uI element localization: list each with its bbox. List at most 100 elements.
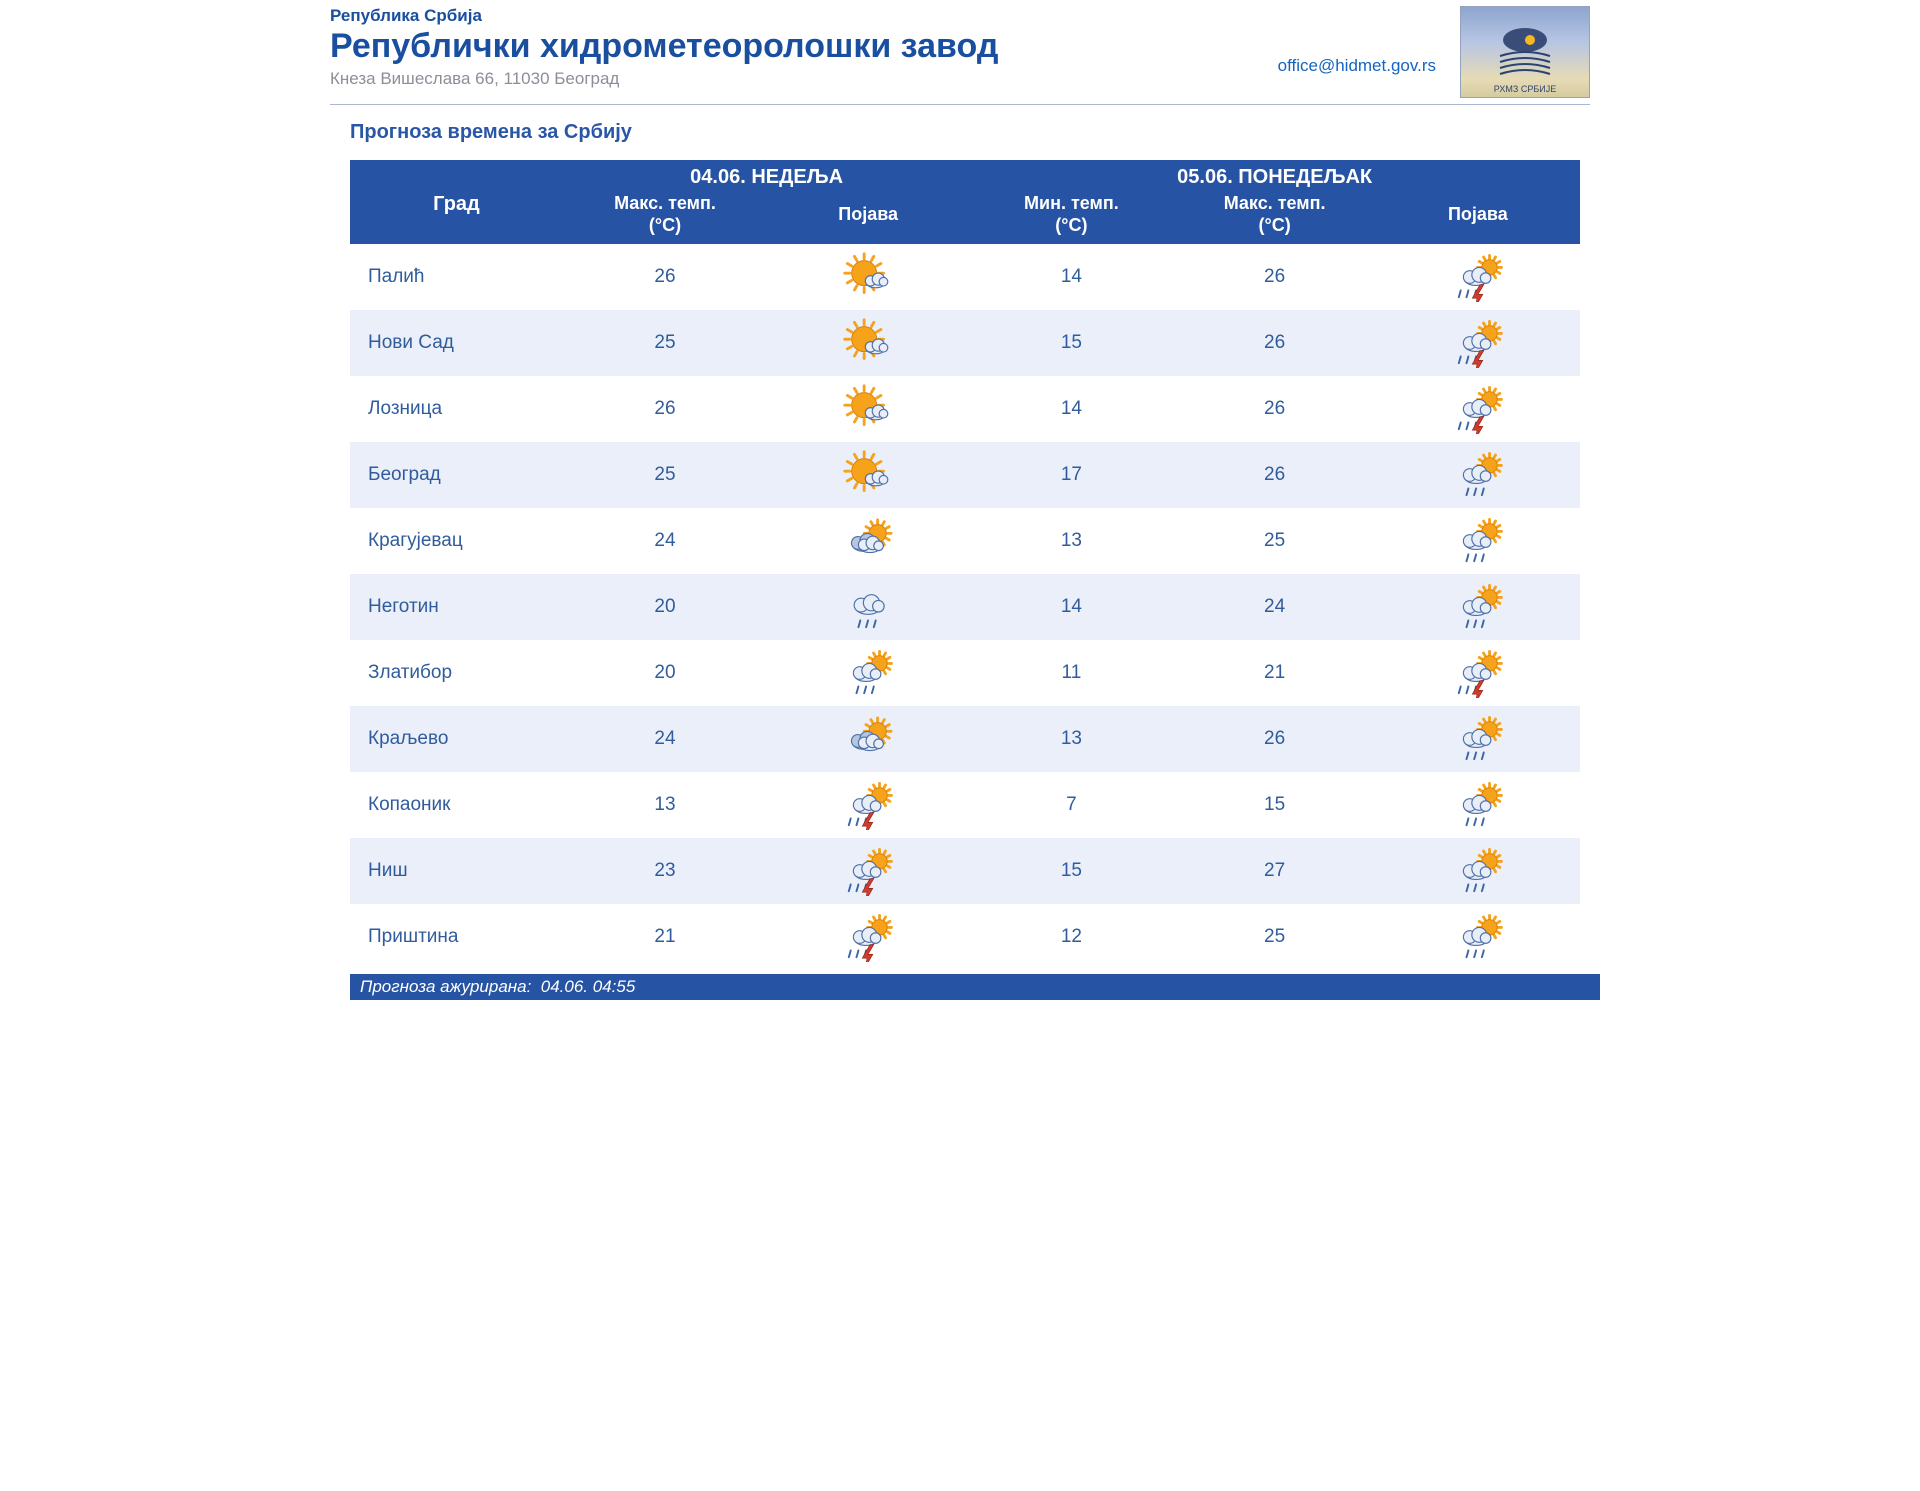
table-row: Нови Сад 25 15 26 (350, 310, 1580, 376)
table-row: Ниш 23 15 27 (350, 838, 1580, 904)
table-row: Палић 26 14 26 (350, 244, 1580, 310)
city-name: Златибор (350, 640, 563, 706)
page-root: Република Србија Републички хидрометеоро… (320, 0, 1600, 1000)
d1-max-temp: 25 (563, 310, 766, 376)
col-header-city: Град (350, 160, 563, 244)
table-row: Краљево 24 13 26 (350, 706, 1580, 772)
d2-min-temp: 7 (970, 772, 1173, 838)
city-name: Приштина (350, 904, 563, 970)
table-row: Неготин 20 14 24 (350, 574, 1580, 640)
city-name: Краљево (350, 706, 563, 772)
d1-max-temp: 25 (563, 442, 766, 508)
table-row: Крагујевац 24 13 25 (350, 508, 1580, 574)
d2-max-temp: 24 (1173, 574, 1376, 640)
d2-weather-icon (1376, 706, 1579, 772)
organization-title: Републички хидрометеоролошки завод (330, 28, 1278, 65)
city-name: Копаоник (350, 772, 563, 838)
d1-max-temp: 24 (563, 706, 766, 772)
forecast-updated-footer: Прогноза ажурирана: 04.06. 04:55 (350, 974, 1600, 1000)
updated-label: Прогноза ажурирана: (360, 977, 531, 996)
d2-weather-icon (1376, 574, 1579, 640)
d1-weather-icon (767, 838, 970, 904)
d1-max-temp: 13 (563, 772, 766, 838)
col-header-d1-max: Макс. темп.(°C) (563, 191, 766, 244)
contact-email-link[interactable]: office@hidmet.gov.rs (1278, 56, 1436, 76)
d2-max-temp: 26 (1173, 706, 1376, 772)
d1-max-temp: 20 (563, 574, 766, 640)
d2-max-temp: 27 (1173, 838, 1376, 904)
logo-icon (1490, 22, 1560, 82)
d1-weather-icon (767, 376, 970, 442)
col-header-day1: 04.06. НЕДЕЉА (563, 160, 969, 191)
d2-weather-icon (1376, 244, 1579, 310)
city-name: Ниш (350, 838, 563, 904)
d1-max-temp: 23 (563, 838, 766, 904)
address-line: Кнеза Вишеслава 66, 11030 Београд (330, 69, 1278, 89)
updated-value: 04.06. 04:55 (541, 977, 636, 996)
col-header-d2-max: Макс. темп.(°C) (1173, 191, 1376, 244)
d2-min-temp: 15 (970, 838, 1173, 904)
d1-weather-icon (767, 508, 970, 574)
header-text-block: Република Србија Републички хидрометеоро… (330, 6, 1278, 89)
d2-min-temp: 15 (970, 310, 1173, 376)
table-row: Златибор 20 11 21 (350, 640, 1580, 706)
d2-weather-icon (1376, 772, 1579, 838)
table-row: Приштина 21 12 25 (350, 904, 1580, 970)
site-logo: РХМЗ СРБИЈЕ (1460, 6, 1590, 98)
country-label: Република Србија (330, 6, 1278, 26)
d1-weather-icon (767, 706, 970, 772)
d2-weather-icon (1376, 904, 1579, 970)
table-row: Копаоник 13 7 15 (350, 772, 1580, 838)
forecast-table-head: Град 04.06. НЕДЕЉА 05.06. ПОНЕДЕЉАК Макс… (350, 160, 1580, 244)
city-name: Лозница (350, 376, 563, 442)
d1-max-temp: 24 (563, 508, 766, 574)
d1-weather-icon (767, 310, 970, 376)
d2-min-temp: 14 (970, 574, 1173, 640)
d2-weather-icon (1376, 838, 1579, 904)
city-name: Крагујевац (350, 508, 563, 574)
d2-max-temp: 25 (1173, 904, 1376, 970)
d1-weather-icon (767, 574, 970, 640)
d2-min-temp: 12 (970, 904, 1173, 970)
city-name: Београд (350, 442, 563, 508)
d2-max-temp: 26 (1173, 244, 1376, 310)
d1-weather-icon (767, 244, 970, 310)
city-name: Нови Сад (350, 310, 563, 376)
d2-max-temp: 26 (1173, 376, 1376, 442)
city-name: Неготин (350, 574, 563, 640)
d2-weather-icon (1376, 508, 1579, 574)
d2-max-temp: 15 (1173, 772, 1376, 838)
d1-weather-icon (767, 772, 970, 838)
d2-weather-icon (1376, 310, 1579, 376)
col-header-d1-appearance: Појава (767, 191, 970, 244)
d2-min-temp: 11 (970, 640, 1173, 706)
d2-min-temp: 14 (970, 376, 1173, 442)
logo-caption: РХМЗ СРБИЈЕ (1494, 84, 1556, 94)
d1-weather-icon (767, 442, 970, 508)
d2-max-temp: 26 (1173, 442, 1376, 508)
d1-weather-icon (767, 904, 970, 970)
d2-max-temp: 26 (1173, 310, 1376, 376)
d1-weather-icon (767, 640, 970, 706)
city-name: Палић (350, 244, 563, 310)
d1-max-temp: 20 (563, 640, 766, 706)
d2-max-temp: 21 (1173, 640, 1376, 706)
forecast-table: Град 04.06. НЕДЕЉА 05.06. ПОНЕДЕЉАК Макс… (350, 160, 1580, 970)
d1-max-temp: 26 (563, 244, 766, 310)
col-header-day2: 05.06. ПОНЕДЕЉАК (970, 160, 1580, 191)
d2-weather-icon (1376, 376, 1579, 442)
d2-weather-icon (1376, 640, 1579, 706)
d2-weather-icon (1376, 442, 1579, 508)
d2-min-temp: 13 (970, 508, 1173, 574)
d1-max-temp: 26 (563, 376, 766, 442)
col-header-d2-appearance: Појава (1376, 191, 1579, 244)
page-title: Прогноза времена за Србију (350, 121, 1590, 144)
table-row: Београд 25 17 26 (350, 442, 1580, 508)
col-header-d2-min: Мин. темп.(°C) (970, 191, 1173, 244)
table-row: Лозница 26 14 26 (350, 376, 1580, 442)
site-header: Република Србија Републички хидрометеоро… (330, 6, 1590, 105)
d2-min-temp: 13 (970, 706, 1173, 772)
d1-max-temp: 21 (563, 904, 766, 970)
forecast-table-body: Палић 26 14 26 Нови Сад 25 15 26 Лозница… (350, 244, 1580, 970)
d2-min-temp: 14 (970, 244, 1173, 310)
